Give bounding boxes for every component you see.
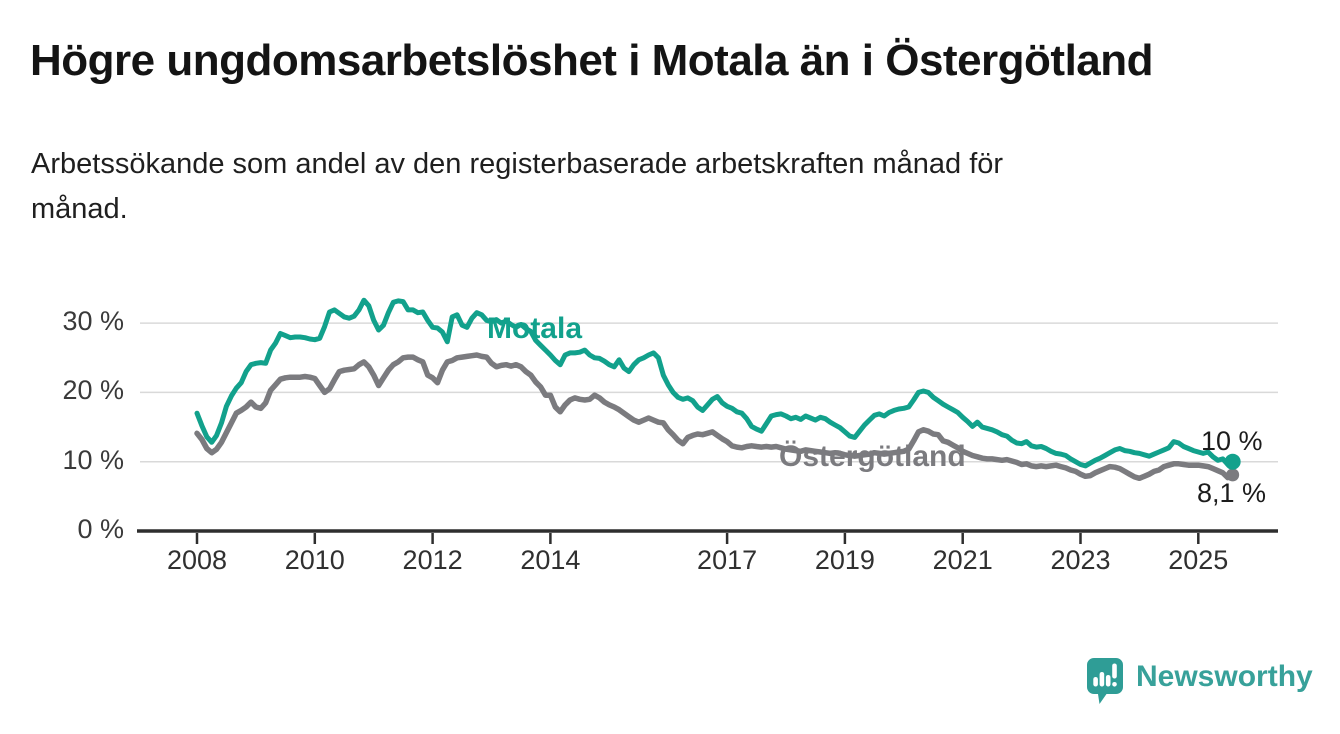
chart-subtitle: Arbetssökande som andel av den registerb… [31,142,1003,232]
x-tick-label: 2012 [402,545,463,575]
x-tick-label: 2019 [814,545,875,575]
x-tick-label: 2017 [697,545,758,575]
x-tick-label: 2025 [1168,545,1229,575]
page-title: Högre ungdomsarbetslöshet i Motala än i … [30,36,1154,85]
x-tick-label: 2010 [284,545,345,575]
end-value-label-motala: 10 % [1201,426,1263,456]
series-label-motala: Motala [487,312,583,345]
y-tick-label: 20 % [62,375,124,406]
newsworthy-brand-text: Newsworthy [1136,660,1313,693]
series-label-ostergotland: Östergötland [779,440,966,473]
x-tick-label: 2008 [166,545,228,575]
y-tick-label: 0 % [77,514,124,544]
y-tick-label: 30 % [62,306,124,337]
chart-subtitle-line1: Arbetssökande som andel av den registerb… [31,148,1004,180]
y-tick-label: 10 % [62,444,124,475]
chart-subtitle-line2: månad. [31,192,128,225]
x-tick-label: 2014 [520,545,581,575]
x-tick-label: 2023 [1050,545,1111,575]
newsworthy-logo-icon [1087,658,1123,704]
x-tick-label: 2021 [932,545,993,575]
end-value-label-ostergotland: 8,1 % [1197,478,1267,508]
